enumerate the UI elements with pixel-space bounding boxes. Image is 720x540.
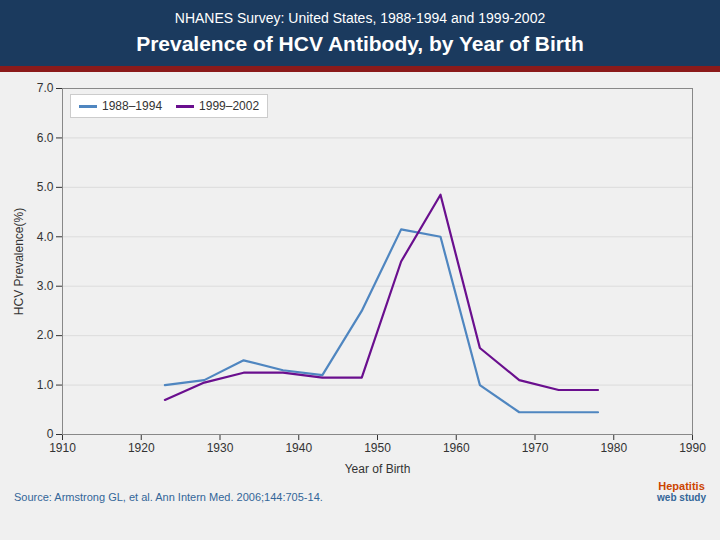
svg-text:1910: 1910 xyxy=(49,441,76,455)
svg-text:1970: 1970 xyxy=(522,441,549,455)
html-text:Prevalence of HCV Antibody, by: Prevalence of HCV Antibody, by Year of B… xyxy=(136,32,584,55)
svg-text:1.0: 1.0 xyxy=(37,378,54,392)
svg-text:1920: 1920 xyxy=(128,441,155,455)
html-text:web study: web study xyxy=(657,492,706,503)
svg-text:1980: 1980 xyxy=(600,441,627,455)
html-text:1999–2002: 1999–2002 xyxy=(199,99,260,113)
svg-text:1950: 1950 xyxy=(364,441,391,455)
svg-text:7.0: 7.0 xyxy=(37,81,54,95)
svg-text:4.0: 4.0 xyxy=(37,230,54,244)
svg-text:6.0: 6.0 xyxy=(37,131,54,145)
svg-text:2.0: 2.0 xyxy=(37,328,54,342)
svg-text:1960: 1960 xyxy=(443,441,470,455)
svg-text:1930: 1930 xyxy=(207,441,234,455)
svg-text:Year of Birth: Year of Birth xyxy=(345,462,411,476)
html-text:NHANES Survey: United States,: NHANES Survey: United States, 1988-1994 … xyxy=(174,10,546,26)
svg-text:3.0: 3.0 xyxy=(37,279,54,293)
html-text:1988–1994: 1988–1994 xyxy=(102,99,163,113)
svg-text:1940: 1940 xyxy=(285,441,312,455)
svg-text:1990: 1990 xyxy=(679,441,706,455)
html-text:Hepatitis: Hepatitis xyxy=(658,480,705,492)
svg-text:0: 0 xyxy=(47,427,54,441)
svg-text:5.0: 5.0 xyxy=(37,180,54,194)
svg-text:HCV Prevalence(%): HCV Prevalence(%) xyxy=(12,208,26,315)
html-text:Source: Armstrong GL, et al. A: Source: Armstrong GL, et al. Ann Intern … xyxy=(14,491,323,503)
